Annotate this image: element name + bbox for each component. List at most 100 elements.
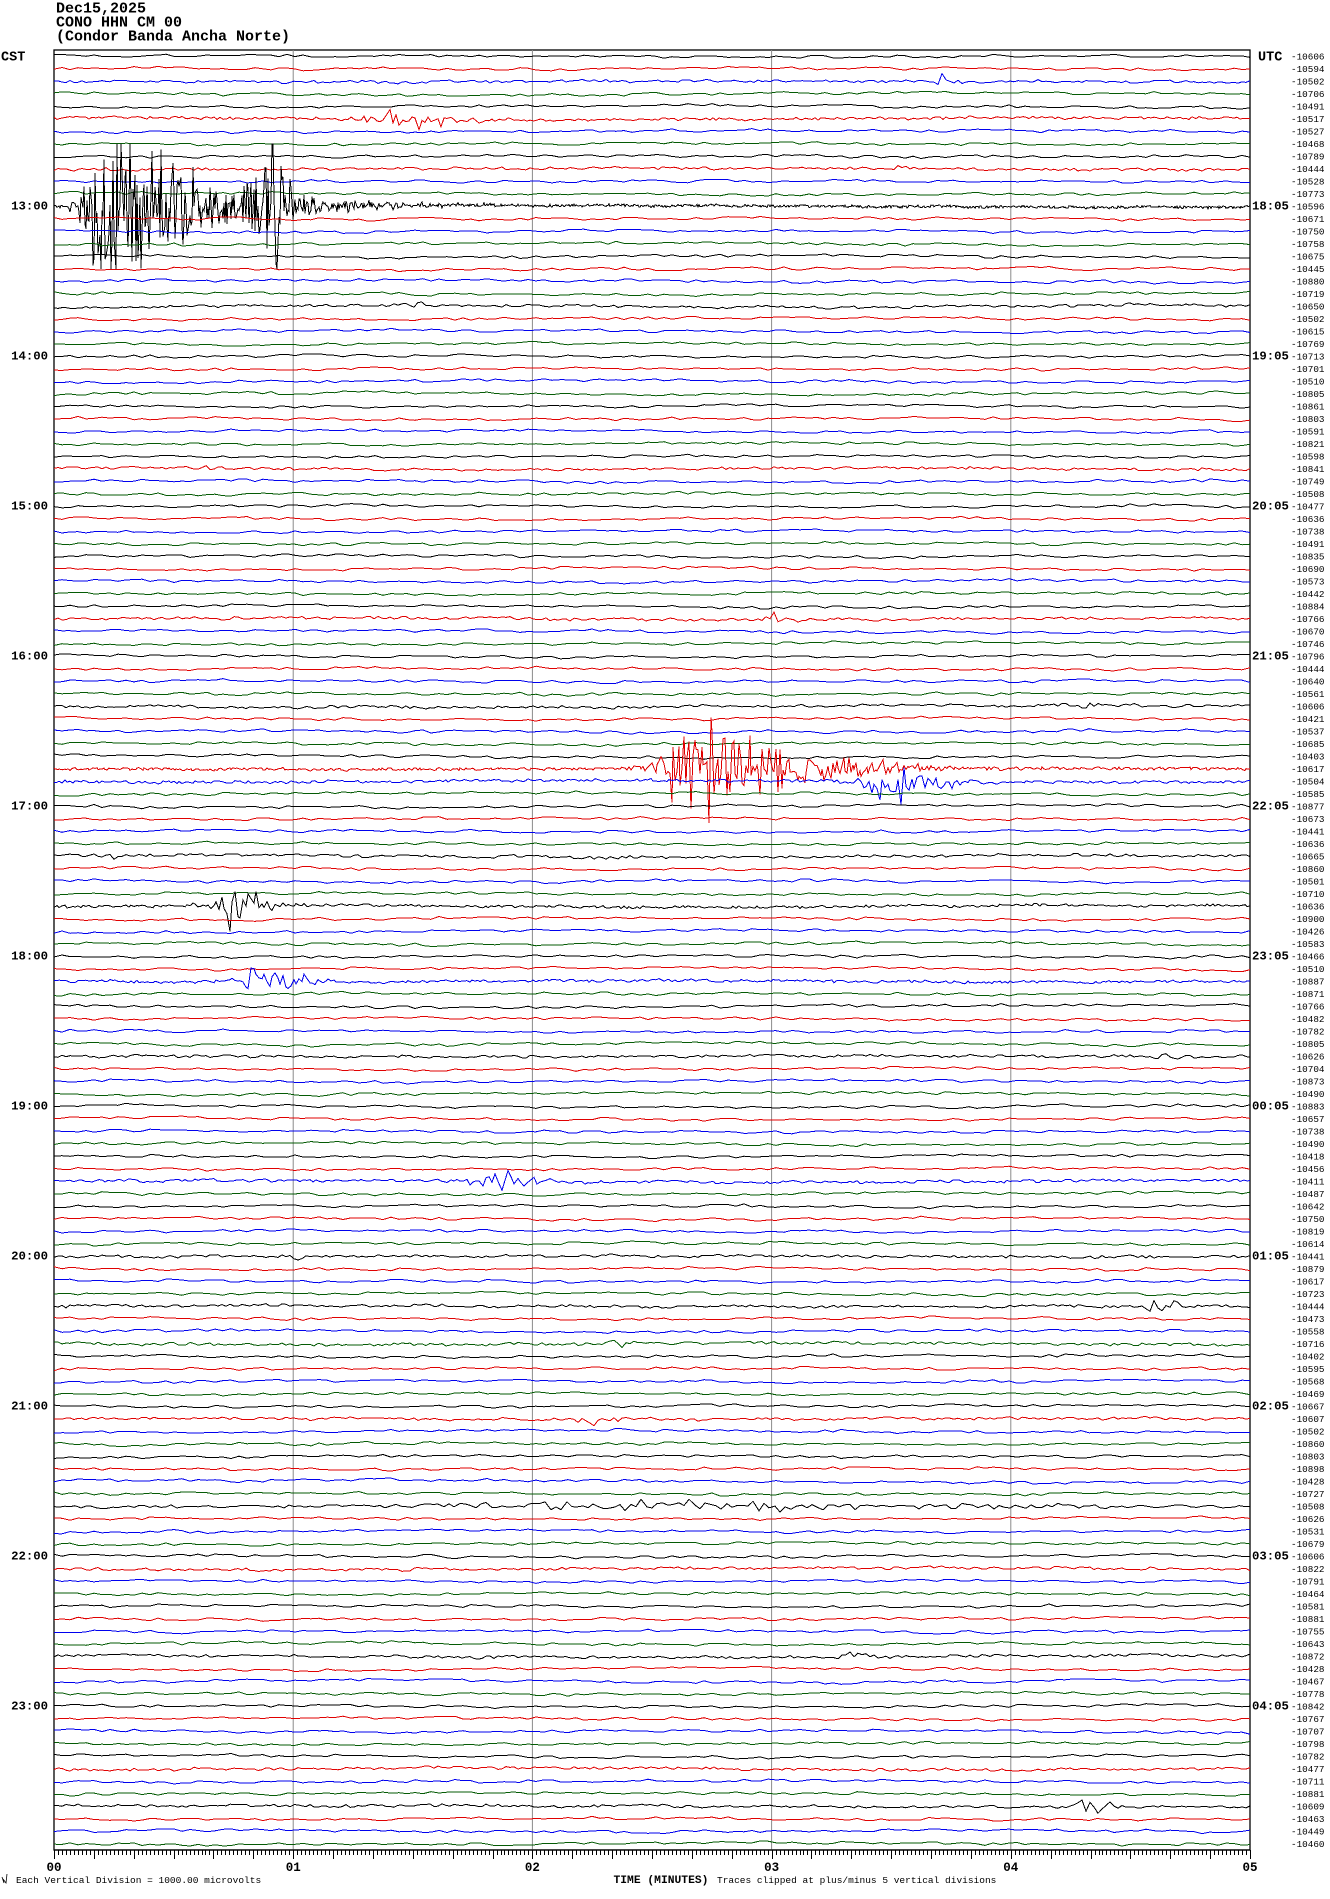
svg-text:-10675: -10675 bbox=[1291, 251, 1324, 262]
svg-text:Each Vertical Division = 1000.: Each Vertical Division = 1000.00 microvo… bbox=[16, 1875, 261, 1886]
svg-text:23:05: 23:05 bbox=[1252, 950, 1289, 964]
svg-text:-10679: -10679 bbox=[1291, 1539, 1324, 1550]
svg-text:-10463: -10463 bbox=[1291, 1814, 1324, 1825]
svg-text:-10609: -10609 bbox=[1291, 1802, 1324, 1813]
svg-text:-10719: -10719 bbox=[1291, 289, 1324, 300]
svg-text:13:00: 13:00 bbox=[11, 200, 48, 214]
svg-text:-10671: -10671 bbox=[1291, 214, 1325, 225]
svg-text:-10803: -10803 bbox=[1291, 414, 1324, 425]
svg-text:-10640: -10640 bbox=[1291, 677, 1324, 688]
svg-text:16:00: 16:00 bbox=[11, 650, 48, 664]
svg-text:-10716: -10716 bbox=[1291, 1339, 1324, 1350]
svg-text:-10707: -10707 bbox=[1291, 1727, 1324, 1738]
svg-text:-10773: -10773 bbox=[1291, 189, 1324, 200]
svg-text:-10449: -10449 bbox=[1291, 1827, 1324, 1838]
svg-text:18:00: 18:00 bbox=[11, 950, 48, 964]
svg-text:-10738: -10738 bbox=[1291, 1127, 1324, 1138]
svg-text:-10900: -10900 bbox=[1291, 914, 1324, 925]
svg-text:-10490: -10490 bbox=[1291, 1089, 1324, 1100]
svg-text:-10673: -10673 bbox=[1291, 814, 1324, 825]
svg-text:-10517: -10517 bbox=[1291, 114, 1324, 125]
svg-text:15:00: 15:00 bbox=[11, 500, 48, 514]
svg-text:18:05: 18:05 bbox=[1252, 200, 1289, 214]
svg-text:22:05: 22:05 bbox=[1252, 800, 1289, 814]
svg-text:-10568: -10568 bbox=[1291, 1377, 1324, 1388]
svg-text:23:00: 23:00 bbox=[11, 1700, 48, 1714]
svg-text:-10887: -10887 bbox=[1291, 977, 1324, 988]
svg-text:-10657: -10657 bbox=[1291, 1114, 1324, 1125]
svg-text:Traces clipped at plus/minus 5: Traces clipped at plus/minus 5 vertical … bbox=[717, 1875, 996, 1886]
svg-text:-10665: -10665 bbox=[1291, 852, 1324, 863]
svg-text:-10528: -10528 bbox=[1291, 176, 1324, 187]
svg-text:-10704: -10704 bbox=[1291, 1064, 1325, 1075]
svg-text:-10860: -10860 bbox=[1291, 1439, 1324, 1450]
svg-text:-10490: -10490 bbox=[1291, 1139, 1324, 1150]
svg-text:-10477: -10477 bbox=[1291, 1764, 1324, 1775]
svg-text:03:05: 03:05 bbox=[1252, 1550, 1289, 1564]
svg-text:-10444: -10444 bbox=[1291, 1302, 1325, 1313]
svg-text:22:00: 22:00 bbox=[11, 1550, 48, 1564]
svg-text:-10767: -10767 bbox=[1291, 1714, 1324, 1725]
svg-text:-10591: -10591 bbox=[1291, 426, 1325, 437]
svg-text:03: 03 bbox=[764, 1861, 779, 1875]
svg-text:-10884: -10884 bbox=[1291, 602, 1325, 613]
svg-text:05: 05 bbox=[1242, 1861, 1257, 1875]
svg-text:-10428: -10428 bbox=[1291, 1664, 1324, 1675]
svg-text:-10617: -10617 bbox=[1291, 764, 1324, 775]
svg-text:-10749: -10749 bbox=[1291, 476, 1324, 487]
svg-text:-10606: -10606 bbox=[1291, 52, 1324, 63]
svg-text:-10881: -10881 bbox=[1291, 1789, 1325, 1800]
svg-text:-10841: -10841 bbox=[1291, 464, 1325, 475]
svg-text:-10782: -10782 bbox=[1291, 1752, 1324, 1763]
svg-text:-10473: -10473 bbox=[1291, 1314, 1324, 1325]
svg-text:-10468: -10468 bbox=[1291, 139, 1324, 150]
svg-text:20:00: 20:00 bbox=[11, 1250, 48, 1264]
svg-text:02: 02 bbox=[525, 1861, 540, 1875]
svg-text:UTC: UTC bbox=[1258, 51, 1282, 66]
svg-text:-10650: -10650 bbox=[1291, 301, 1324, 312]
svg-text:-10491: -10491 bbox=[1291, 539, 1325, 550]
svg-text:-10822: -10822 bbox=[1291, 1564, 1324, 1575]
svg-text:-10510: -10510 bbox=[1291, 376, 1324, 387]
svg-text:-10872: -10872 bbox=[1291, 1652, 1324, 1663]
svg-text:-10614: -10614 bbox=[1291, 1239, 1325, 1250]
svg-text:-10782: -10782 bbox=[1291, 1027, 1324, 1038]
svg-text:20:05: 20:05 bbox=[1252, 500, 1289, 514]
svg-text:-10758: -10758 bbox=[1291, 239, 1324, 250]
svg-text:(Condor Banda Ancha Norte): (Condor Banda Ancha Norte) bbox=[56, 29, 290, 46]
svg-text:-10791: -10791 bbox=[1291, 1577, 1325, 1588]
svg-text:02:05: 02:05 bbox=[1252, 1400, 1289, 1414]
svg-text:-10796: -10796 bbox=[1291, 652, 1324, 663]
svg-text:01:05: 01:05 bbox=[1252, 1250, 1289, 1264]
svg-text:-10531: -10531 bbox=[1291, 1527, 1325, 1538]
svg-text:-10502: -10502 bbox=[1291, 77, 1324, 88]
svg-text:-10819: -10819 bbox=[1291, 1227, 1324, 1238]
svg-text:-10789: -10789 bbox=[1291, 151, 1324, 162]
svg-text:-10482: -10482 bbox=[1291, 1014, 1324, 1025]
svg-text:-10467: -10467 bbox=[1291, 1677, 1324, 1688]
svg-text:-10636: -10636 bbox=[1291, 839, 1324, 850]
svg-text:-10595: -10595 bbox=[1291, 1364, 1324, 1375]
svg-text:-10502: -10502 bbox=[1291, 1427, 1324, 1438]
svg-text:-10860: -10860 bbox=[1291, 864, 1324, 875]
svg-text:-10861: -10861 bbox=[1291, 401, 1325, 412]
svg-text:-10701: -10701 bbox=[1291, 364, 1325, 375]
svg-text:-10510: -10510 bbox=[1291, 964, 1324, 975]
svg-text:-10460: -10460 bbox=[1291, 1839, 1324, 1850]
svg-text:-10444: -10444 bbox=[1291, 664, 1325, 675]
svg-text:-10615: -10615 bbox=[1291, 326, 1324, 337]
svg-text:-10873: -10873 bbox=[1291, 1077, 1324, 1088]
svg-text:-10491: -10491 bbox=[1291, 102, 1325, 113]
svg-text:-10561: -10561 bbox=[1291, 689, 1325, 700]
svg-text:-10441: -10441 bbox=[1291, 827, 1325, 838]
svg-text:00:05: 00:05 bbox=[1252, 1100, 1289, 1114]
svg-text:-10636: -10636 bbox=[1291, 902, 1324, 913]
svg-text:-10585: -10585 bbox=[1291, 789, 1324, 800]
svg-text:-10898: -10898 bbox=[1291, 1464, 1324, 1475]
svg-text:-10537: -10537 bbox=[1291, 727, 1324, 738]
svg-text:14:00: 14:00 bbox=[11, 350, 48, 364]
svg-text:-10501: -10501 bbox=[1291, 877, 1325, 888]
svg-text:-10750: -10750 bbox=[1291, 226, 1324, 237]
svg-text:-10706: -10706 bbox=[1291, 89, 1324, 100]
svg-text:21:00: 21:00 bbox=[11, 1400, 48, 1414]
